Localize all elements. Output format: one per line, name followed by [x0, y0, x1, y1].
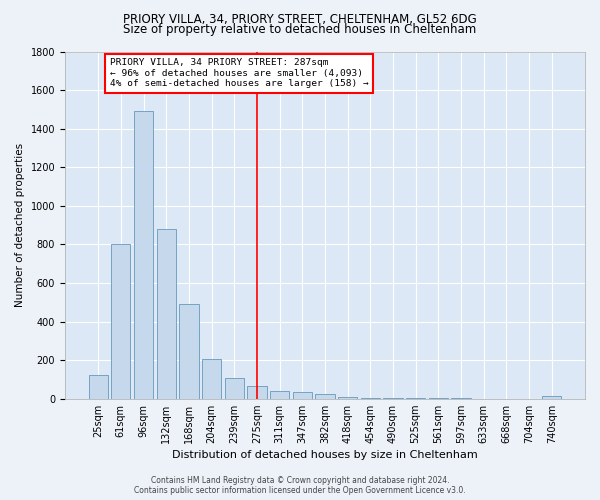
Text: Contains HM Land Registry data © Crown copyright and database right 2024.
Contai: Contains HM Land Registry data © Crown c…	[134, 476, 466, 495]
Bar	[134, 112, 153, 399]
Bar	[247, 386, 266, 398]
Bar	[270, 391, 289, 398]
Bar	[111, 244, 130, 398]
Bar	[542, 396, 562, 398]
Text: PRIORY VILLA, 34, PRIORY STREET, CHELTENHAM, GL52 6DG: PRIORY VILLA, 34, PRIORY STREET, CHELTEN…	[123, 12, 477, 26]
Bar	[316, 394, 335, 398]
Bar	[202, 359, 221, 399]
Bar	[179, 304, 199, 398]
Y-axis label: Number of detached properties: Number of detached properties	[15, 143, 25, 307]
X-axis label: Distribution of detached houses by size in Cheltenham: Distribution of detached houses by size …	[172, 450, 478, 460]
Text: Size of property relative to detached houses in Cheltenham: Size of property relative to detached ho…	[124, 22, 476, 36]
Text: PRIORY VILLA, 34 PRIORY STREET: 287sqm
← 96% of detached houses are smaller (4,0: PRIORY VILLA, 34 PRIORY STREET: 287sqm ←…	[110, 58, 368, 88]
Bar	[157, 229, 176, 398]
Bar	[293, 392, 312, 398]
Bar	[89, 374, 108, 398]
Bar	[224, 378, 244, 398]
Bar	[338, 397, 357, 398]
